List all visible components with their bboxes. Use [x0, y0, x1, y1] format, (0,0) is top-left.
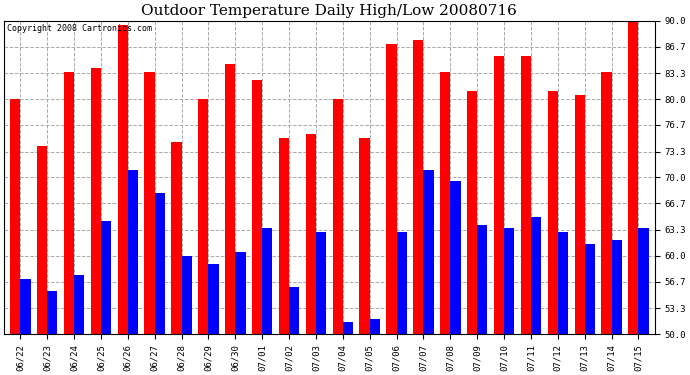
Bar — [558, 232, 568, 334]
Bar — [20, 279, 30, 334]
Bar — [531, 217, 541, 334]
Bar — [144, 72, 155, 334]
Bar — [181, 256, 192, 334]
Bar — [235, 252, 246, 334]
Bar — [424, 170, 434, 334]
Text: Copyright 2008 Cartronics.com: Copyright 2008 Cartronics.com — [8, 24, 152, 33]
Bar — [171, 142, 181, 334]
Bar — [101, 220, 111, 334]
Bar — [289, 287, 299, 334]
Bar — [10, 99, 20, 334]
Bar — [494, 56, 504, 334]
Bar — [584, 244, 595, 334]
Bar — [208, 264, 219, 334]
Bar — [504, 228, 514, 334]
Bar — [521, 56, 531, 334]
Bar — [279, 138, 289, 334]
Bar — [64, 72, 74, 334]
Bar — [343, 322, 353, 334]
Bar — [359, 138, 370, 334]
Bar — [333, 99, 343, 334]
Bar — [370, 318, 380, 334]
Bar — [128, 170, 138, 334]
Bar — [252, 80, 262, 334]
Bar — [638, 228, 649, 334]
Bar — [440, 72, 451, 334]
Bar — [155, 193, 165, 334]
Bar — [575, 95, 584, 334]
Bar — [451, 182, 460, 334]
Bar — [413, 40, 424, 334]
Bar — [306, 134, 316, 334]
Bar — [548, 91, 558, 334]
Bar — [316, 232, 326, 334]
Bar — [611, 240, 622, 334]
Bar — [90, 68, 101, 334]
Bar — [397, 232, 407, 334]
Bar — [467, 91, 477, 334]
Bar — [117, 25, 128, 334]
Bar — [37, 146, 47, 334]
Bar — [47, 291, 57, 334]
Bar — [386, 44, 397, 334]
Title: Outdoor Temperature Daily High/Low 20080716: Outdoor Temperature Daily High/Low 20080… — [141, 4, 518, 18]
Bar — [477, 225, 487, 334]
Bar — [198, 99, 208, 334]
Bar — [629, 21, 638, 334]
Bar — [602, 72, 611, 334]
Bar — [262, 228, 273, 334]
Bar — [225, 64, 235, 334]
Bar — [74, 276, 84, 334]
